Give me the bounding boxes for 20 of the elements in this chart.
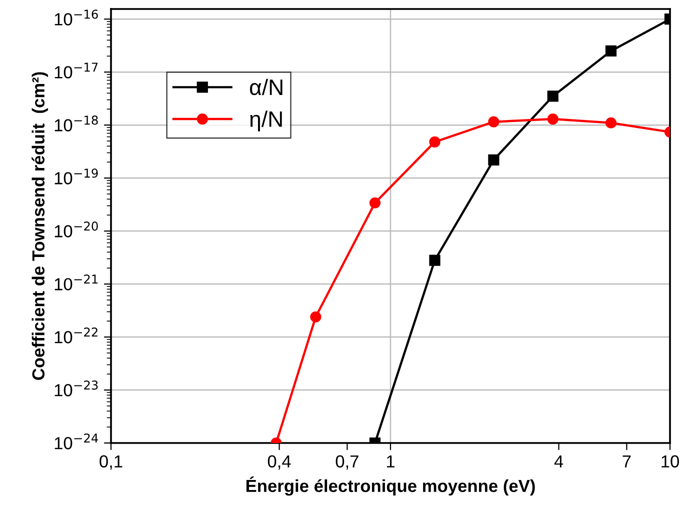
y-tick-label: 10$^{−24}$ bbox=[54, 433, 98, 450]
y-tick-label: 10$^{−23}$ bbox=[54, 380, 98, 396]
x-tick-label: 4 bbox=[554, 455, 564, 468]
y-tick-label: 10$^{−20}$ bbox=[54, 222, 98, 238]
x-tick-label: 0,1 bbox=[100, 455, 122, 470]
y-tick-label: 10$^{−16}$ bbox=[54, 10, 98, 26]
y-tick-label: 10$^{−17}$ bbox=[54, 62, 98, 78]
y-tick-label: 10$^{−18}$ bbox=[54, 116, 98, 132]
y-tick-label: 10$^{−21}$ bbox=[54, 274, 98, 290]
x-tick-label: 0,7 bbox=[336, 455, 358, 470]
x-tick-label: 7 bbox=[622, 455, 631, 468]
y-tick-label: 10$^{−19}$ bbox=[54, 168, 98, 184]
x-tick-label: 1 bbox=[386, 455, 394, 468]
x-tick-label: 10 bbox=[662, 455, 679, 468]
x-axis-title: Énergie électronique moyenne (eV) bbox=[246, 476, 535, 496]
x-tick-label: 0,4 bbox=[268, 455, 291, 470]
legend-label: α/N bbox=[250, 78, 282, 96]
legend-label: η/N bbox=[250, 110, 282, 132]
y-axis-title: Coefficient de Townsend réduit (cm²) bbox=[32, 72, 48, 380]
y-tick-label: 10$^{−22}$ bbox=[54, 328, 98, 344]
